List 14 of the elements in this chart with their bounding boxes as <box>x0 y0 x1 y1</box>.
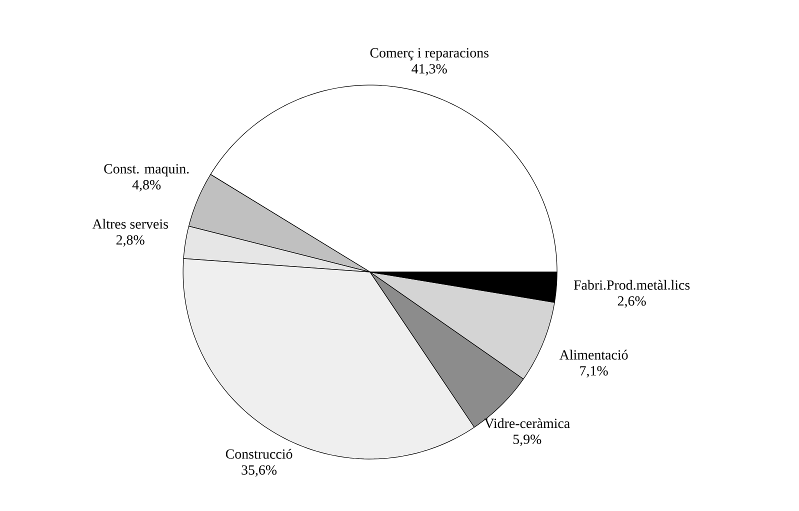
data-label: 2,8% <box>116 235 144 247</box>
data-label: 35,6% <box>242 465 277 477</box>
slice-label: Altres serveis <box>92 218 168 229</box>
slice-label: Comerç i reparacions <box>370 48 489 60</box>
data-label: 7,1% <box>580 366 608 378</box>
slice-label: Alimentació <box>559 350 628 360</box>
slice-label: Const. maquin. <box>104 164 189 176</box>
data-label: 2,6% <box>618 296 646 308</box>
slice-label: Construcció <box>226 448 292 459</box>
data-label: 41,3% <box>412 64 447 76</box>
data-label: 5,9% <box>513 434 542 446</box>
slice-label: Fabri.Prod.metàl.lics <box>574 280 690 290</box>
data-label: 4,8% <box>132 180 161 192</box>
slice-label: Vidre-ceràmica <box>484 418 570 428</box>
